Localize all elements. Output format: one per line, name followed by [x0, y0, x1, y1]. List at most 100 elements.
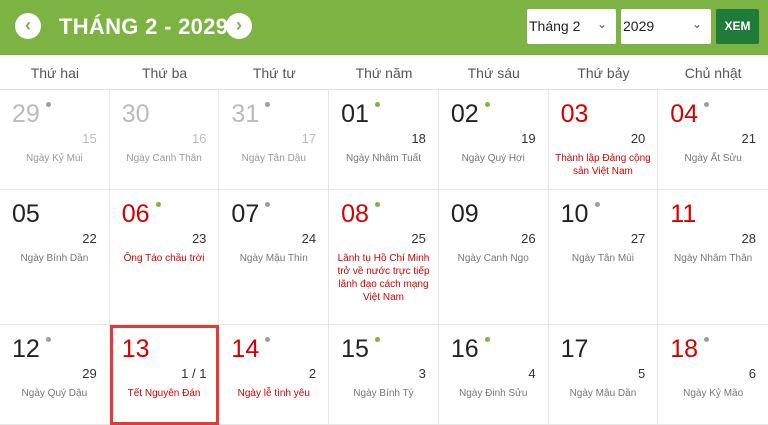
green-dot-icon	[375, 102, 381, 107]
solar-day: 08	[341, 200, 369, 228]
month-select[interactable]: Tháng 2 ⌄	[527, 9, 616, 44]
gray-dot-icon	[265, 102, 271, 107]
green-dot-icon	[375, 337, 381, 342]
chevron-down-icon: ⌄	[596, 17, 607, 31]
solar-day: 05	[12, 200, 40, 228]
lunar-day: 21	[741, 131, 756, 146]
green-dot-icon	[484, 337, 490, 342]
day-cell[interactable]: 16 4 Ngày Đinh Sửu	[438, 325, 549, 425]
day-label: Ngày Quý Dậu	[21, 388, 88, 399]
day-cell[interactable]: 31 17 Ngày Tân Dậu	[219, 90, 330, 190]
lunar-day: 29	[82, 366, 97, 381]
day-cell[interactable]: 12 29 Ngày Quý Dậu	[0, 325, 110, 425]
weekday-label: Thứ sáu	[467, 65, 520, 81]
day-label: Ngày Canh Ngọ	[457, 253, 529, 264]
weekday-header: Thứ hai Thứ ba Thứ tư Thứ năm Thứ sáu Th…	[0, 55, 768, 90]
solar-day: 18	[670, 335, 699, 363]
day-label: Ngày Kỷ Mùi	[26, 153, 83, 164]
green-dot-icon	[484, 102, 490, 107]
solar-day: 02	[450, 100, 479, 128]
solar-day: 06	[121, 200, 150, 228]
lunar-day: 17	[301, 131, 317, 146]
solar-day: 15	[341, 335, 369, 363]
lunar-day: 24	[301, 231, 317, 246]
chevron-down-icon: ⌄	[691, 17, 702, 31]
solar-day: 29	[12, 100, 40, 128]
green-dot-icon	[375, 202, 381, 207]
gray-dot-icon	[46, 337, 51, 342]
day-cell[interactable]: 10 27 Ngày Tân Mùi	[548, 190, 659, 325]
day-label: Thành lập Đảng cộng sản Việt Nam	[555, 153, 651, 177]
lunar-day: 19	[521, 131, 536, 146]
solar-day: 09	[450, 200, 479, 228]
weekday-label: Chủ nhật	[684, 65, 742, 81]
day-cell[interactable]: 05 22 Ngày Bính Dần	[0, 190, 110, 325]
view-button[interactable]: XEM	[716, 9, 759, 44]
lunar-day: 25	[411, 231, 426, 246]
solar-day: 31	[231, 100, 260, 128]
gray-dot-icon	[704, 337, 710, 342]
lunar-day: 28	[741, 231, 756, 246]
day-label: Ông Táo chầu trời	[123, 253, 205, 264]
day-label: Ngày Nhâm Tuất	[345, 153, 422, 164]
gray-dot-icon	[704, 102, 710, 107]
gray-dot-icon	[46, 102, 51, 107]
solar-day: 10	[560, 200, 589, 228]
day-label: Ngày lễ tình yêu	[237, 388, 310, 399]
day-cell[interactable]: 13 1 / 1 Tết Nguyên Đán	[109, 325, 220, 425]
solar-day: 12	[12, 335, 40, 363]
day-cell[interactable]: 01 18 Ngày Nhâm Tuất	[329, 90, 439, 190]
gray-dot-icon	[265, 337, 271, 342]
day-label: Ngày Kỷ Mão	[683, 388, 744, 399]
lunar-day: 2	[308, 366, 317, 381]
day-cell[interactable]: 03 20 Thành lập Đảng cộng sản Việt Nam	[548, 90, 659, 190]
lunar-day: 23	[191, 231, 207, 246]
lunar-day: 22	[82, 231, 97, 246]
year-select-value: 2029	[623, 18, 655, 34]
solar-day: 07	[231, 200, 260, 228]
day-cell[interactable]: 30 16 Ngày Canh Thân	[109, 90, 220, 190]
solar-day: 16	[450, 335, 479, 363]
lunar-day: 16	[191, 131, 207, 146]
day-label: Ngày Bính Dần	[20, 253, 89, 264]
lunar-day: 26	[521, 231, 536, 246]
day-cell[interactable]: 17 5 Ngày Mậu Dần	[548, 325, 659, 425]
day-label: Ngày Mậu Thìn	[239, 253, 308, 264]
day-label: Ngày Ất Sửu	[684, 153, 742, 164]
day-cell[interactable]: 14 2 Ngày lễ tình yêu	[219, 325, 330, 425]
day-label: Ngày Mậu Dần	[569, 388, 637, 399]
day-cell[interactable]: 29 15 Ngày Kỷ Mùi	[0, 90, 110, 190]
day-label: Tết Nguyên Đán	[127, 388, 201, 399]
day-label: Ngày Nhâm Thân	[674, 253, 753, 264]
day-cell[interactable]: 07 24 Ngày Mậu Thìn	[219, 190, 330, 325]
day-cell[interactable]: 09 26 Ngày Canh Ngọ	[438, 190, 549, 325]
green-dot-icon	[155, 202, 161, 207]
day-cell[interactable]: 08 25 Lãnh tụ Hồ Chí Minh trở về nước trực…	[329, 190, 439, 325]
solar-day: 01	[341, 100, 369, 128]
day-cell[interactable]: 11 28 Ngày Nhâm Thân	[658, 190, 768, 325]
weekday-label: Thứ ba	[141, 65, 188, 81]
calendar-grid: 29 15 Ngày Kỷ Mùi 30 16 Ngày Canh Thân 31 17 Ngà…	[0, 90, 768, 425]
solar-day: 04	[670, 100, 699, 128]
page-title: THÁNG 2 - 2029	[59, 14, 229, 39]
lunar-day: 1 / 1	[181, 366, 207, 381]
prev-month-button[interactable]: ‹	[15, 13, 41, 39]
lunar-day: 20	[630, 131, 646, 146]
day-label: Ngày Bính Tý	[353, 388, 414, 399]
day-label: Lãnh tụ Hồ Chí Minh trở về nước trực tiế…	[337, 253, 430, 303]
lunar-day: 5	[638, 366, 646, 381]
day-cell[interactable]: 06 23 Ông Táo chầu trời	[109, 190, 220, 325]
day-label: Ngày Quý Hợi	[461, 153, 525, 164]
day-cell[interactable]: 18 6 Ngày Kỷ Mão	[658, 325, 768, 425]
next-month-button[interactable]: ›	[226, 13, 252, 39]
day-cell[interactable]: 02 19 Ngày Quý Hợi	[438, 90, 549, 190]
weekday-label: Thứ hai	[30, 65, 79, 81]
lunar-day: 18	[411, 131, 426, 146]
day-cell[interactable]: 15 3 Ngày Bính Tý	[329, 325, 439, 425]
calendar-header: ‹ THÁNG 2 - 2029 › Tháng 2 ⌄ 2029 ⌄ XEM	[0, 0, 768, 55]
lunar-day: 3	[418, 366, 426, 381]
year-select[interactable]: 2029 ⌄	[621, 9, 711, 44]
gray-dot-icon	[594, 202, 600, 207]
lunar-day: 27	[630, 231, 646, 246]
day-cell[interactable]: 04 21 Ngày Ất Sửu	[658, 90, 768, 190]
